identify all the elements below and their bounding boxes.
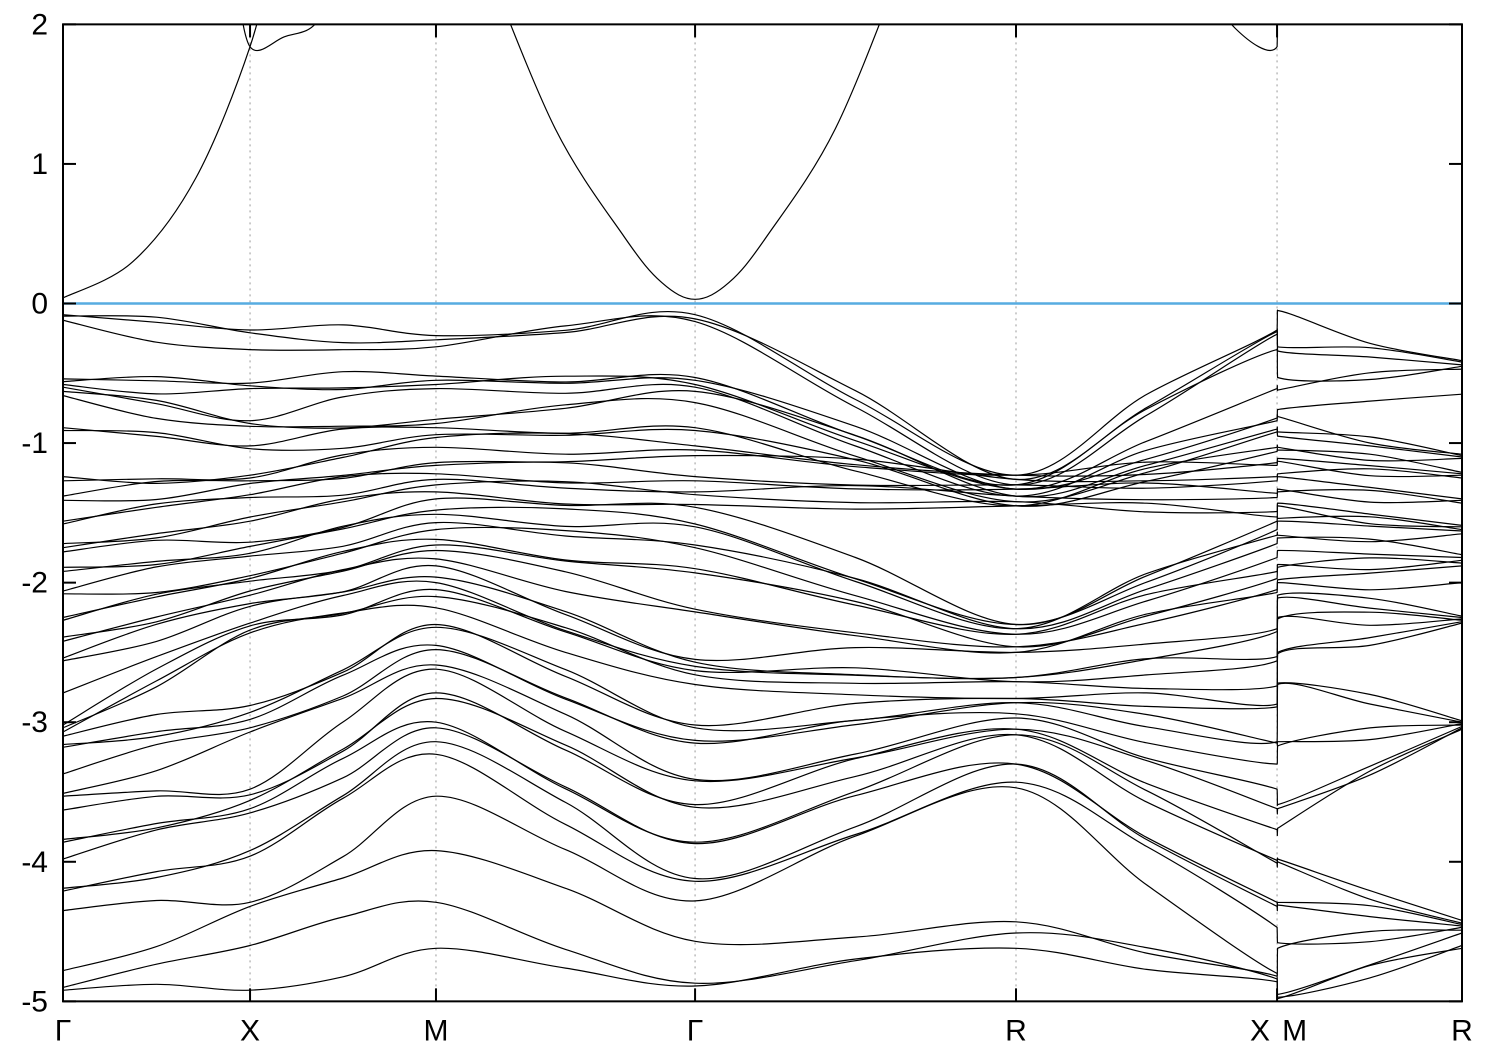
- y-tick-label: -1: [21, 427, 48, 460]
- y-tick-label: 1: [31, 148, 48, 181]
- valence-band-line: [63, 557, 1462, 654]
- valence-band-line: [63, 741, 1462, 927]
- kpoint-label: M: [1282, 1014, 1307, 1047]
- valence-band-line: [63, 383, 1462, 497]
- valence-band-line: [63, 623, 1462, 737]
- conduction-band-line: [63, 24, 258, 299]
- valence-band-line: [63, 506, 1462, 626]
- valence-band-line: [63, 588, 1462, 726]
- valence-band-line: [63, 604, 1462, 733]
- valence-band-line: [63, 309, 1462, 476]
- valence-band-line: [63, 315, 1462, 486]
- kpoint-label: Γ: [687, 1014, 704, 1047]
- plot-border: [62, 23, 1463, 1003]
- valence-band-line: [63, 786, 1462, 977]
- y-tick-label: 0: [31, 288, 48, 321]
- valence-band-line: [63, 544, 1462, 648]
- valence-band-line: [63, 900, 1462, 998]
- conduction-band-line: [242, 24, 316, 52]
- valence-band-line: [63, 446, 1462, 482]
- y-tick-label: -5: [21, 985, 48, 1018]
- valence-band-line: [63, 526, 1462, 635]
- valence-band-line: [63, 549, 1462, 648]
- valence-band-line: [63, 626, 1462, 746]
- valence-band-line: [63, 664, 1462, 806]
- valence-band-line: [63, 348, 1462, 486]
- valence-band-line: [63, 692, 1462, 837]
- valence-band-line: [63, 947, 1462, 1000]
- valence-band-line: [63, 461, 1462, 502]
- conduction-band-line: [509, 24, 881, 300]
- y-tick-label: -3: [21, 706, 48, 739]
- conduction-band-line: [1230, 24, 1279, 52]
- valence-band-line: [63, 644, 1462, 748]
- kpoint-label: X: [1250, 1014, 1270, 1047]
- y-tick-label: -2: [21, 567, 48, 600]
- valence-band-line: [63, 580, 1462, 694]
- kpoint-label: Γ: [55, 1014, 72, 1047]
- kpoint-label: R: [1451, 1014, 1473, 1047]
- valence-band-line: [63, 697, 1462, 921]
- valence-band-line: [63, 513, 1462, 630]
- valence-band-line: [63, 538, 1462, 635]
- y-tick-label: 2: [31, 8, 48, 41]
- valence-band-line: [63, 564, 1462, 662]
- kpoint-label: R: [1005, 1014, 1027, 1047]
- valence-band-line: [63, 668, 1462, 815]
- valence-band-line: [63, 648, 1462, 775]
- valence-band-line: [63, 521, 1462, 630]
- valence-band-line: [63, 849, 1462, 996]
- kpoint-label: X: [240, 1014, 260, 1047]
- valence-band-line: [63, 720, 1462, 924]
- valence-band-line: [63, 480, 1462, 545]
- valence-band-line: [63, 575, 1462, 680]
- valence-band-line: [63, 315, 1462, 481]
- valence-band-line: [63, 497, 1462, 626]
- valence-band-line: [63, 472, 1462, 522]
- valence-band-line: [63, 375, 1462, 490]
- valence-band-line: [63, 395, 1462, 503]
- valence-band-line: [63, 428, 1462, 507]
- y-tick-label: -4: [21, 846, 48, 879]
- valence-band-line: [63, 478, 1462, 525]
- kpoint-label: M: [423, 1014, 448, 1047]
- valence-band-line: [63, 491, 1462, 549]
- valence-band-line: [63, 753, 1462, 945]
- valence-band-line: [63, 425, 1462, 507]
